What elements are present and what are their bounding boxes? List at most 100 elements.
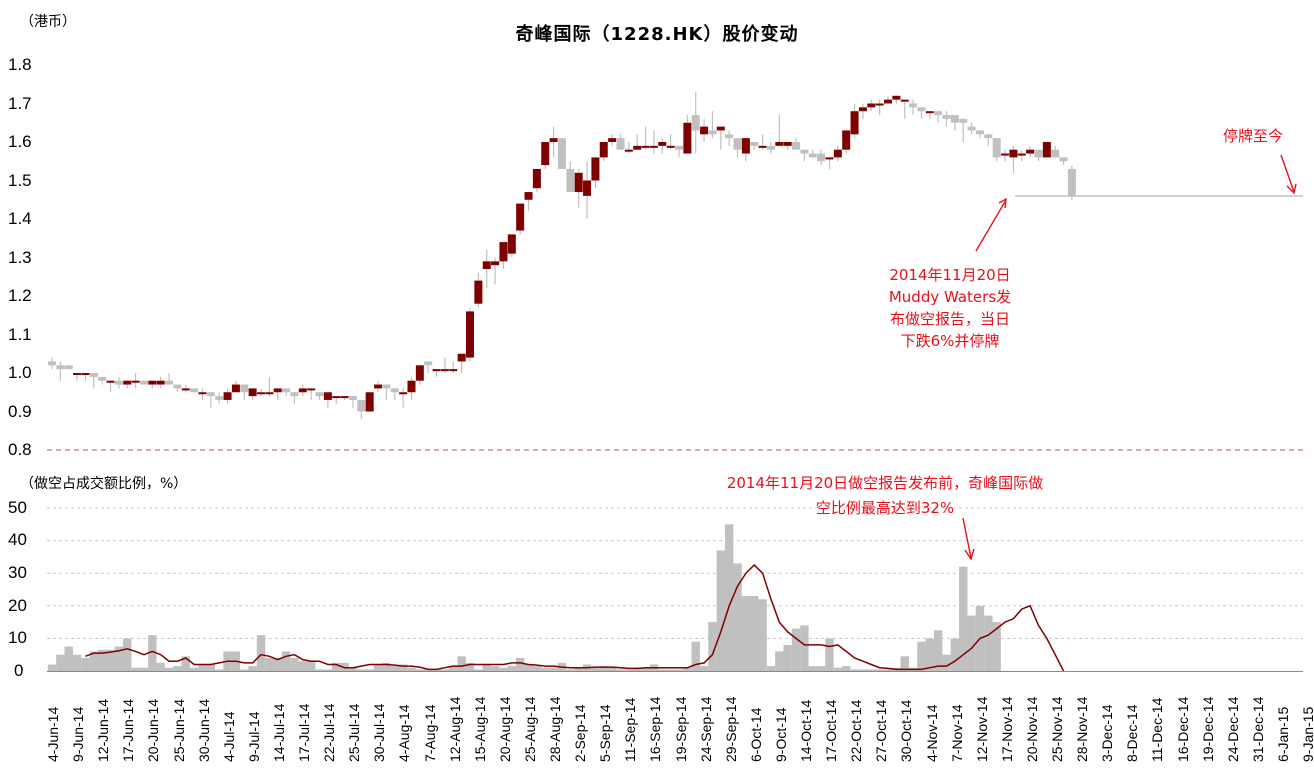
- candle-body: [599, 142, 608, 158]
- candle-body: [708, 130, 717, 135]
- short-ratio-bar: [474, 669, 483, 671]
- short-ratio-bar: [842, 666, 851, 671]
- short-ratio-bar: [967, 615, 976, 671]
- candle-body: [81, 373, 90, 375]
- short-ratio-bar: [566, 669, 575, 671]
- candle-body: [775, 142, 784, 146]
- x-tick-label: 25-Aug-14: [521, 696, 538, 762]
- short-ratio-bar: [56, 654, 65, 671]
- candle-body: [273, 388, 282, 393]
- candle-body: [106, 380, 115, 383]
- short-ratio-bar: [532, 666, 542, 671]
- candle-body: [298, 388, 307, 393]
- x-tick-label: 11-Dec-14: [1149, 697, 1166, 762]
- x-tick-label: 7-Aug-14: [421, 704, 438, 762]
- x-tick-label: 19-Sep-14: [672, 696, 689, 762]
- x-tick-label: 14-Oct-14: [798, 699, 814, 762]
- y-tick: 1.6: [8, 132, 32, 151]
- candle-body: [666, 145, 675, 148]
- candle-body: [440, 369, 449, 372]
- candle-body: [917, 107, 926, 112]
- candle-body: [733, 138, 742, 150]
- candle-body: [89, 373, 98, 377]
- short-ratio-bar: [900, 656, 909, 671]
- candle-body: [173, 384, 182, 389]
- short-ratio-bar: [833, 667, 843, 671]
- y-tick: 1.0: [8, 363, 32, 382]
- candle-body: [507, 234, 516, 254]
- candle-body: [148, 380, 157, 385]
- candle-body: [616, 138, 625, 150]
- chart-title: 奇峰国际（1228.HK）股价变动: [515, 24, 799, 45]
- short-ratio-bar: [398, 664, 408, 671]
- candle-body: [691, 115, 700, 131]
- short-ratio-bar: [449, 666, 458, 671]
- candle-body: [658, 142, 667, 146]
- short-ratio-bar: [959, 566, 968, 671]
- candle-body: [792, 142, 801, 150]
- short-ratio-bar: [106, 649, 115, 671]
- short-ratio-bar: [515, 657, 525, 671]
- candle-body: [833, 149, 842, 158]
- y-tick: 0: [14, 661, 24, 680]
- short-ratio-bar: [917, 641, 926, 671]
- candle-body: [139, 380, 148, 385]
- candle-body: [566, 168, 575, 193]
- candle-body: [499, 242, 508, 262]
- short-ratio-bar: [440, 669, 450, 671]
- short-ratio-bar: [666, 669, 675, 671]
- short-ratio-bar: [708, 622, 717, 671]
- y-tick: 30: [8, 563, 27, 582]
- y-tick: 1.2: [8, 286, 32, 305]
- candle-body: [1017, 153, 1026, 156]
- short-ratio-moving-average-line: [85, 563, 1065, 672]
- short-ratio-bar: [883, 669, 893, 671]
- candle-body: [541, 142, 550, 166]
- short-ratio-bar: [674, 669, 684, 671]
- candle-body: [934, 111, 943, 116]
- short-ratio-bar: [148, 635, 157, 671]
- short-ratio-bar: [97, 649, 107, 671]
- x-tick-label: 12-Jun-14: [95, 698, 112, 762]
- y-tick: 1.7: [8, 94, 32, 113]
- candle-body: [758, 145, 767, 148]
- candle-body: [925, 111, 934, 114]
- short-ratio-bar: [758, 599, 767, 671]
- short-ratio-bar: [950, 638, 960, 671]
- annotation-line: Muddy Waters发: [888, 288, 1012, 306]
- x-tick-label: 7-Nov-14: [948, 704, 965, 762]
- candle-body: [884, 99, 892, 104]
- candle-body: [240, 384, 249, 393]
- x-tick-label: 30-Jun-14: [195, 698, 212, 762]
- x-tick-label: 6-Oct-14: [747, 707, 764, 762]
- candle-body: [424, 361, 433, 366]
- short-ratio-bar: [415, 669, 425, 671]
- short-ratio-bar: [992, 622, 1001, 671]
- short-ratio-bar: [549, 667, 558, 671]
- short-ratio-bar: [624, 669, 634, 671]
- short-ratio-bar: [591, 667, 600, 671]
- candle-body: [432, 369, 441, 372]
- candle-body: [48, 361, 56, 366]
- y-tick: 10: [8, 628, 27, 647]
- candle-body: [858, 107, 867, 112]
- candle-body: [223, 392, 232, 400]
- x-tick-label: 16-Sep-14: [647, 696, 664, 762]
- x-tick-label: 9-Jul-14: [245, 711, 262, 762]
- candle-body: [909, 103, 918, 108]
- short-ratio-bar: [173, 666, 182, 671]
- candle-body: [992, 138, 1001, 158]
- candle-body: [248, 388, 257, 397]
- annotation-line: 空比例最高达到32%: [815, 499, 955, 517]
- short-ratio-bar: [850, 669, 859, 671]
- short-ratio-bar: [633, 667, 642, 671]
- suspension-annotation: 停牌至今: [1222, 127, 1283, 145]
- candle-body: [741, 138, 750, 154]
- candle-body: [549, 138, 558, 142]
- short-ratio-bar: [875, 669, 884, 671]
- x-tick-label: 17-Jul-14: [296, 703, 312, 762]
- short-ratio-bar: [984, 615, 993, 671]
- short-ratio-bar: [298, 661, 307, 671]
- x-tick-label: 17-Nov-14: [998, 696, 1015, 762]
- short-ratio-bar: [348, 667, 358, 671]
